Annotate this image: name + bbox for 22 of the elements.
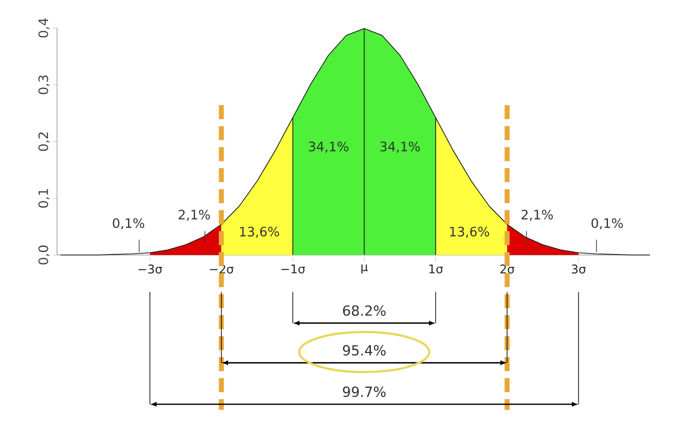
y-tick-label: 0,3 <box>38 75 50 94</box>
text: 95.4% <box>342 345 386 356</box>
y-tick-label: 0,4 <box>38 18 50 38</box>
x-tick-label: −1σ <box>281 264 306 274</box>
y-tick-label: 0,2 <box>38 132 50 151</box>
x-tick-label: 3σ <box>572 264 586 274</box>
x-tick-label: 2σ <box>500 264 514 274</box>
annotation: 0,1% <box>592 218 623 230</box>
annotation: 2,1% <box>522 210 553 221</box>
annotation: 2,1% <box>178 210 210 221</box>
y-tick-label: 0,1 <box>38 189 50 208</box>
x-tick-label: μ <box>361 264 368 274</box>
annotation: 13,6% <box>240 226 280 238</box>
annotation: 13,6% <box>450 226 490 238</box>
x-tick-label: −3σ <box>138 264 162 274</box>
annotation: 34,1% <box>308 142 348 153</box>
text: 99.7% <box>342 386 386 398</box>
annotation: 0,1% <box>112 218 144 230</box>
annotation: 34,1% <box>380 142 420 153</box>
text: 68.2% <box>343 305 386 316</box>
y-tick-label: 0,0 <box>38 246 50 264</box>
x-tick-label: 1σ <box>429 264 443 274</box>
